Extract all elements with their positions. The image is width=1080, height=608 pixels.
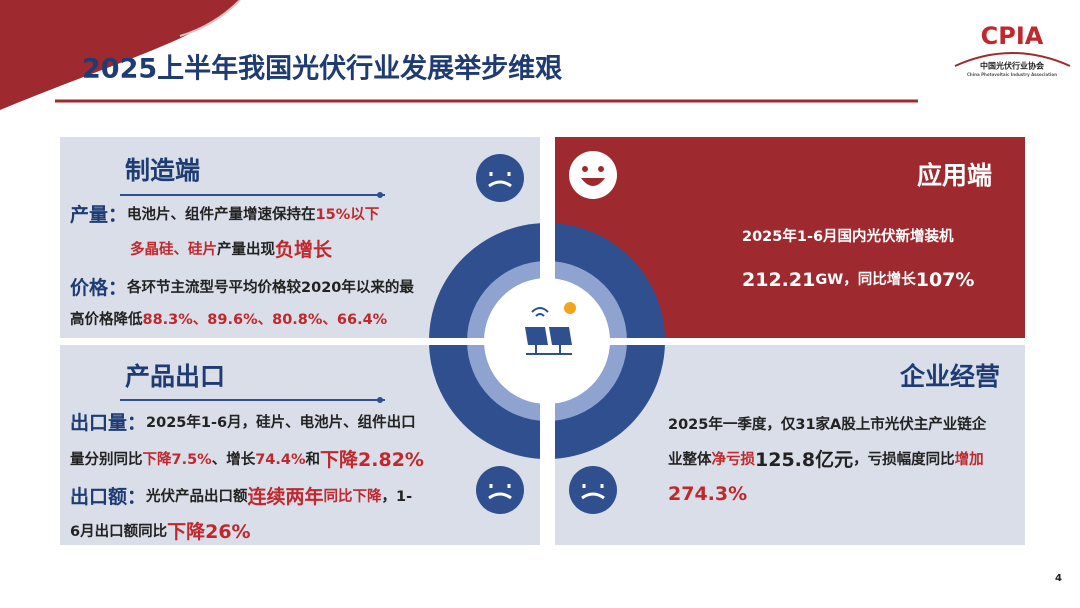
text-line: 高价格降低88.3%、89.6%、80.8%、66.4% bbox=[70, 310, 388, 328]
body-text: 各环节主流型号平均价格较2020年以来的最 bbox=[126, 278, 414, 296]
logo-arc bbox=[954, 52, 1071, 67]
happy-face-icon bbox=[569, 151, 617, 199]
emphasis-text: 产量： bbox=[70, 203, 127, 226]
text-line: 2025年1-6月国内光伏新增装机 bbox=[742, 227, 954, 245]
body-text: 2025年1-6月国内光伏新增装机 bbox=[742, 227, 954, 245]
text-line: 多晶硅、硅片产量出现负增长 bbox=[130, 238, 333, 261]
body-text: 2025年1-6月，硅片、电池片、组件出口 bbox=[146, 413, 416, 431]
text-line: 产量：电池片、组件产量增速保持在15%以下 bbox=[70, 203, 379, 226]
body-text: 、增长 bbox=[212, 450, 256, 468]
panel-title: 制造端 bbox=[125, 156, 200, 185]
title-underline bbox=[120, 397, 385, 403]
body-text: ，亏损幅度同比 bbox=[853, 450, 955, 468]
body-text: 74.4% bbox=[255, 452, 306, 468]
body-text: 多晶硅、硅片 bbox=[130, 240, 217, 258]
text-line: 出口量：2025年1-6月，硅片、电池片、组件出口 bbox=[70, 411, 416, 434]
text-line: 量分别同比下降7.5%、增长74.4%和下降2.82% bbox=[70, 448, 424, 471]
text-line: 274.3% bbox=[668, 483, 747, 505]
emphasis-text: 负增长 bbox=[275, 238, 333, 261]
text-line: 212.21GW，同比增长107% bbox=[742, 269, 974, 291]
title-underline bbox=[120, 192, 385, 198]
sad-face-icon bbox=[569, 466, 617, 514]
panel-title: 产品出口 bbox=[125, 362, 225, 391]
corner-decoration bbox=[0, 0, 240, 110]
body-text: 6月出口额同比 bbox=[70, 522, 167, 540]
body-text: 量分别同比 bbox=[70, 450, 143, 468]
emphasis-text: 连续两年 bbox=[248, 485, 324, 508]
logo-name: CPIA bbox=[981, 22, 1044, 50]
emphasis-text: 125.8亿元 bbox=[755, 448, 853, 471]
emphasis-text: 出口量： bbox=[70, 411, 146, 434]
logo-org-en: China Photovoltaic Industry Association bbox=[967, 72, 1057, 77]
text-line: 6月出口额同比下降26% bbox=[70, 520, 251, 543]
page-number: 4 bbox=[1055, 573, 1062, 584]
text-line: 价格：各环节主流型号平均价格较2020年以来的最 bbox=[70, 276, 414, 299]
sad-face-icon bbox=[476, 466, 524, 514]
emphasis-text: 下降26% bbox=[167, 520, 250, 543]
body-text: 同比下降 bbox=[324, 487, 382, 505]
text-line: 业整体净亏损125.8亿元，亏损幅度同比增加 bbox=[668, 448, 984, 471]
body-text: 15%以下 bbox=[316, 206, 380, 223]
text-line: 2025年一季度，仅31家A股上市光伏主产业链企 bbox=[668, 415, 987, 433]
body-text: 和 bbox=[306, 451, 321, 468]
emphasis-text: 出口额： bbox=[70, 485, 146, 508]
slide-title: 2025上半年我国光伏行业发展举步维艰 bbox=[82, 53, 563, 85]
emphasis-text: 下降2.82% bbox=[320, 448, 424, 471]
sad-face-icon bbox=[476, 154, 524, 202]
emphasis-text: 212.21 bbox=[742, 269, 815, 291]
body-text: 净亏损 bbox=[712, 450, 756, 468]
panel-title: 应用端 bbox=[917, 161, 992, 190]
body-text: GW，同比增长 bbox=[815, 270, 916, 288]
emphasis-text: 274.3% bbox=[668, 483, 747, 505]
body-text: 电池片、组件产量增速保持在 bbox=[127, 205, 316, 223]
body-text: 业整体 bbox=[668, 450, 712, 468]
body-text: 88.3%、89.6%、80.8%、66.4% bbox=[143, 312, 388, 328]
emphasis-text: 价格： bbox=[70, 276, 127, 299]
text-line: 出口额：光伏产品出口额连续两年同比下降，1- bbox=[70, 485, 412, 508]
body-text: 产量出现 bbox=[217, 240, 275, 258]
panel-title: 企业经营 bbox=[900, 362, 1000, 391]
logo-org: 中国光伏行业协会 bbox=[980, 61, 1044, 71]
body-text: 下降7.5% bbox=[143, 450, 213, 468]
solar-icon bbox=[525, 302, 576, 355]
body-text: 2025年一季度，仅31家A股上市光伏主产业链企 bbox=[668, 415, 987, 433]
corner-decoration bbox=[179, 0, 241, 37]
body-text: 增加 bbox=[955, 450, 984, 468]
body-text: 高价格降低 bbox=[70, 310, 143, 328]
body-text: 光伏产品出口额 bbox=[145, 487, 248, 505]
emphasis-text: 107% bbox=[916, 269, 975, 291]
body-text: ，1- bbox=[382, 489, 413, 505]
